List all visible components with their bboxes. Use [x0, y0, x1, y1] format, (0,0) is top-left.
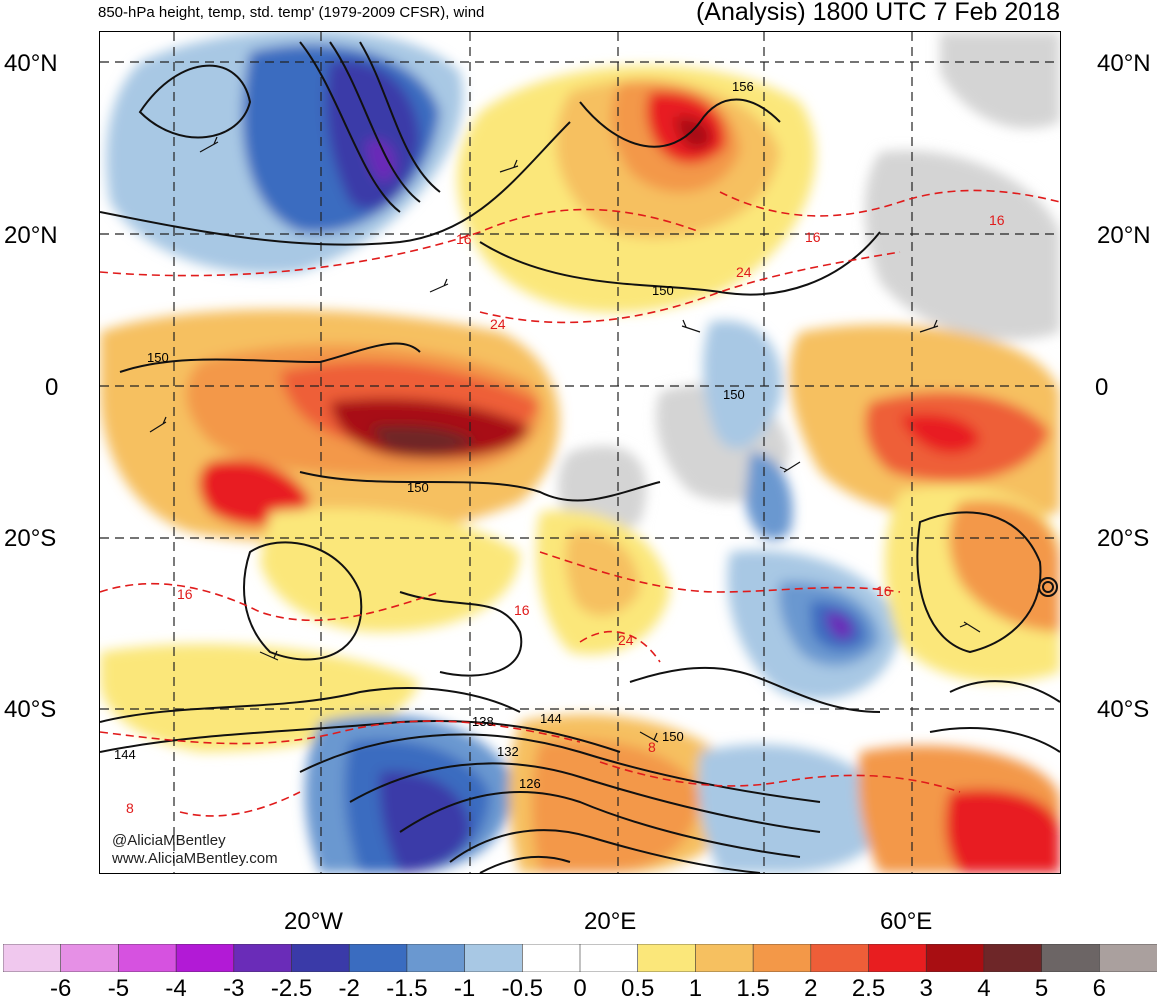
temp-label: 24	[736, 264, 752, 280]
colorbar-cell	[637, 944, 697, 972]
temp-label: 16	[514, 602, 530, 618]
colorbar-cell	[406, 944, 466, 972]
colorbar-label: -6	[50, 975, 72, 1002]
credit-handle: @AliciaMBentley	[112, 832, 226, 849]
colorbar-cell	[1099, 944, 1157, 972]
temp-contour-labels: 16 24 24 24 16 16 16 16 16 8 8	[126, 212, 1005, 816]
height-label: 144	[114, 747, 136, 762]
colorbar-cell	[983, 944, 1043, 972]
colorbar-label: 3	[919, 975, 933, 1002]
temp-label: 16	[177, 586, 193, 602]
height-label: 156	[732, 79, 754, 94]
height-label: 150	[407, 480, 429, 495]
lat-label-right: 0	[1095, 374, 1109, 401]
height-label: 150	[147, 350, 169, 365]
height-label: 126	[519, 776, 541, 791]
lat-label-left: 20°S	[4, 525, 57, 552]
colorbar-cell	[752, 944, 812, 972]
colorbar-cell	[118, 944, 177, 972]
colorbar-label: -3	[223, 975, 245, 1002]
colorbar-label: -1	[453, 975, 476, 1002]
colorbar-label: -4	[165, 975, 187, 1002]
colorbar-label: 2	[804, 975, 818, 1002]
lat-label-left: 40°N	[4, 50, 58, 77]
lat-label-left: 40°S	[4, 696, 57, 723]
colorbar-label: -2.5	[270, 975, 313, 1002]
colorbar-label: -5	[107, 975, 130, 1002]
colorbar	[3, 944, 1157, 972]
colorbar-cell	[579, 944, 639, 972]
lat-label-left: 0	[45, 374, 59, 401]
colorbar-label: -1.5	[386, 975, 428, 1002]
temp-label: 16	[876, 583, 892, 599]
lon-label: 60°E	[880, 908, 933, 935]
colorbar-cell	[810, 944, 870, 972]
height-label: 138	[472, 714, 494, 729]
colorbar-label: -2	[338, 975, 360, 1002]
colorbar-label: 5	[1034, 975, 1049, 1002]
height-contour-labels: 156 150 150 150 150 150 144 144 138 132 …	[114, 79, 754, 791]
colorbar-cell	[291, 944, 351, 972]
graticule	[100, 32, 1060, 873]
height-label: 150	[723, 387, 745, 402]
map-panel: 156 150 150 150 150 150 144 144 138 132 …	[99, 31, 1061, 874]
height-contours	[100, 41, 1060, 873]
colorbar-cell	[3, 944, 62, 972]
colorbar-cell	[868, 944, 928, 972]
colorbar-cell	[925, 944, 985, 972]
colorbar-label: 6	[1092, 975, 1106, 1002]
colorbar-label: 1.5	[736, 975, 770, 1002]
height-label: 132	[497, 744, 519, 759]
lat-label-right: 20°S	[1097, 525, 1150, 552]
temp-label: 16	[805, 229, 821, 245]
colorbar-label: 1	[688, 975, 703, 1002]
map-canvas: 156 150 150 150 150 150 144 144 138 132 …	[100, 32, 1060, 873]
lon-label: 20°W	[284, 908, 343, 935]
height-label: 150	[662, 729, 684, 744]
credit-website: www.AliciaMBentley.com	[112, 850, 278, 867]
anomaly-shading	[100, 32, 1060, 873]
colorbar-cell	[175, 944, 235, 972]
colorbar-cell	[233, 944, 293, 972]
colorbar-label: 0.5	[621, 975, 655, 1002]
colorbar-cell	[1041, 944, 1101, 972]
lon-label: 20°E	[584, 908, 637, 935]
colorbar-label: 4	[977, 975, 991, 1002]
temp-label: 8	[126, 800, 134, 816]
colorbar-cell	[348, 944, 408, 972]
colorbar-cell	[521, 944, 581, 972]
temp-label: 24	[618, 632, 634, 648]
temp-label: 16	[456, 231, 472, 247]
lat-label-left: 20°N	[4, 222, 58, 249]
temp-label: 24	[490, 316, 506, 332]
height-label: 150	[652, 283, 674, 298]
colorbar-label: 0	[573, 975, 587, 1002]
colorbar-label: -0.5	[501, 975, 543, 1002]
colorbar-label: 2.5	[851, 975, 886, 1002]
colorbar-cell	[60, 944, 120, 972]
lat-label-right: 40°S	[1097, 696, 1150, 723]
map-subtitle: 850-hPa height, temp, std. temp' (1979-2…	[98, 4, 485, 21]
lat-label-right: 20°N	[1097, 222, 1151, 249]
temp-label: 16	[989, 212, 1005, 228]
wind-barbs	[149, 136, 981, 743]
colorbar-cell	[464, 944, 524, 972]
lat-label-right: 40°N	[1097, 50, 1151, 77]
colorbar-cell	[695, 944, 754, 972]
temp-label: 8	[648, 739, 656, 755]
map-title: (Analysis) 1800 UTC 7 Feb 2018	[695, 0, 1060, 26]
height-label: 144	[540, 711, 562, 726]
temperature-contours	[100, 189, 1060, 817]
